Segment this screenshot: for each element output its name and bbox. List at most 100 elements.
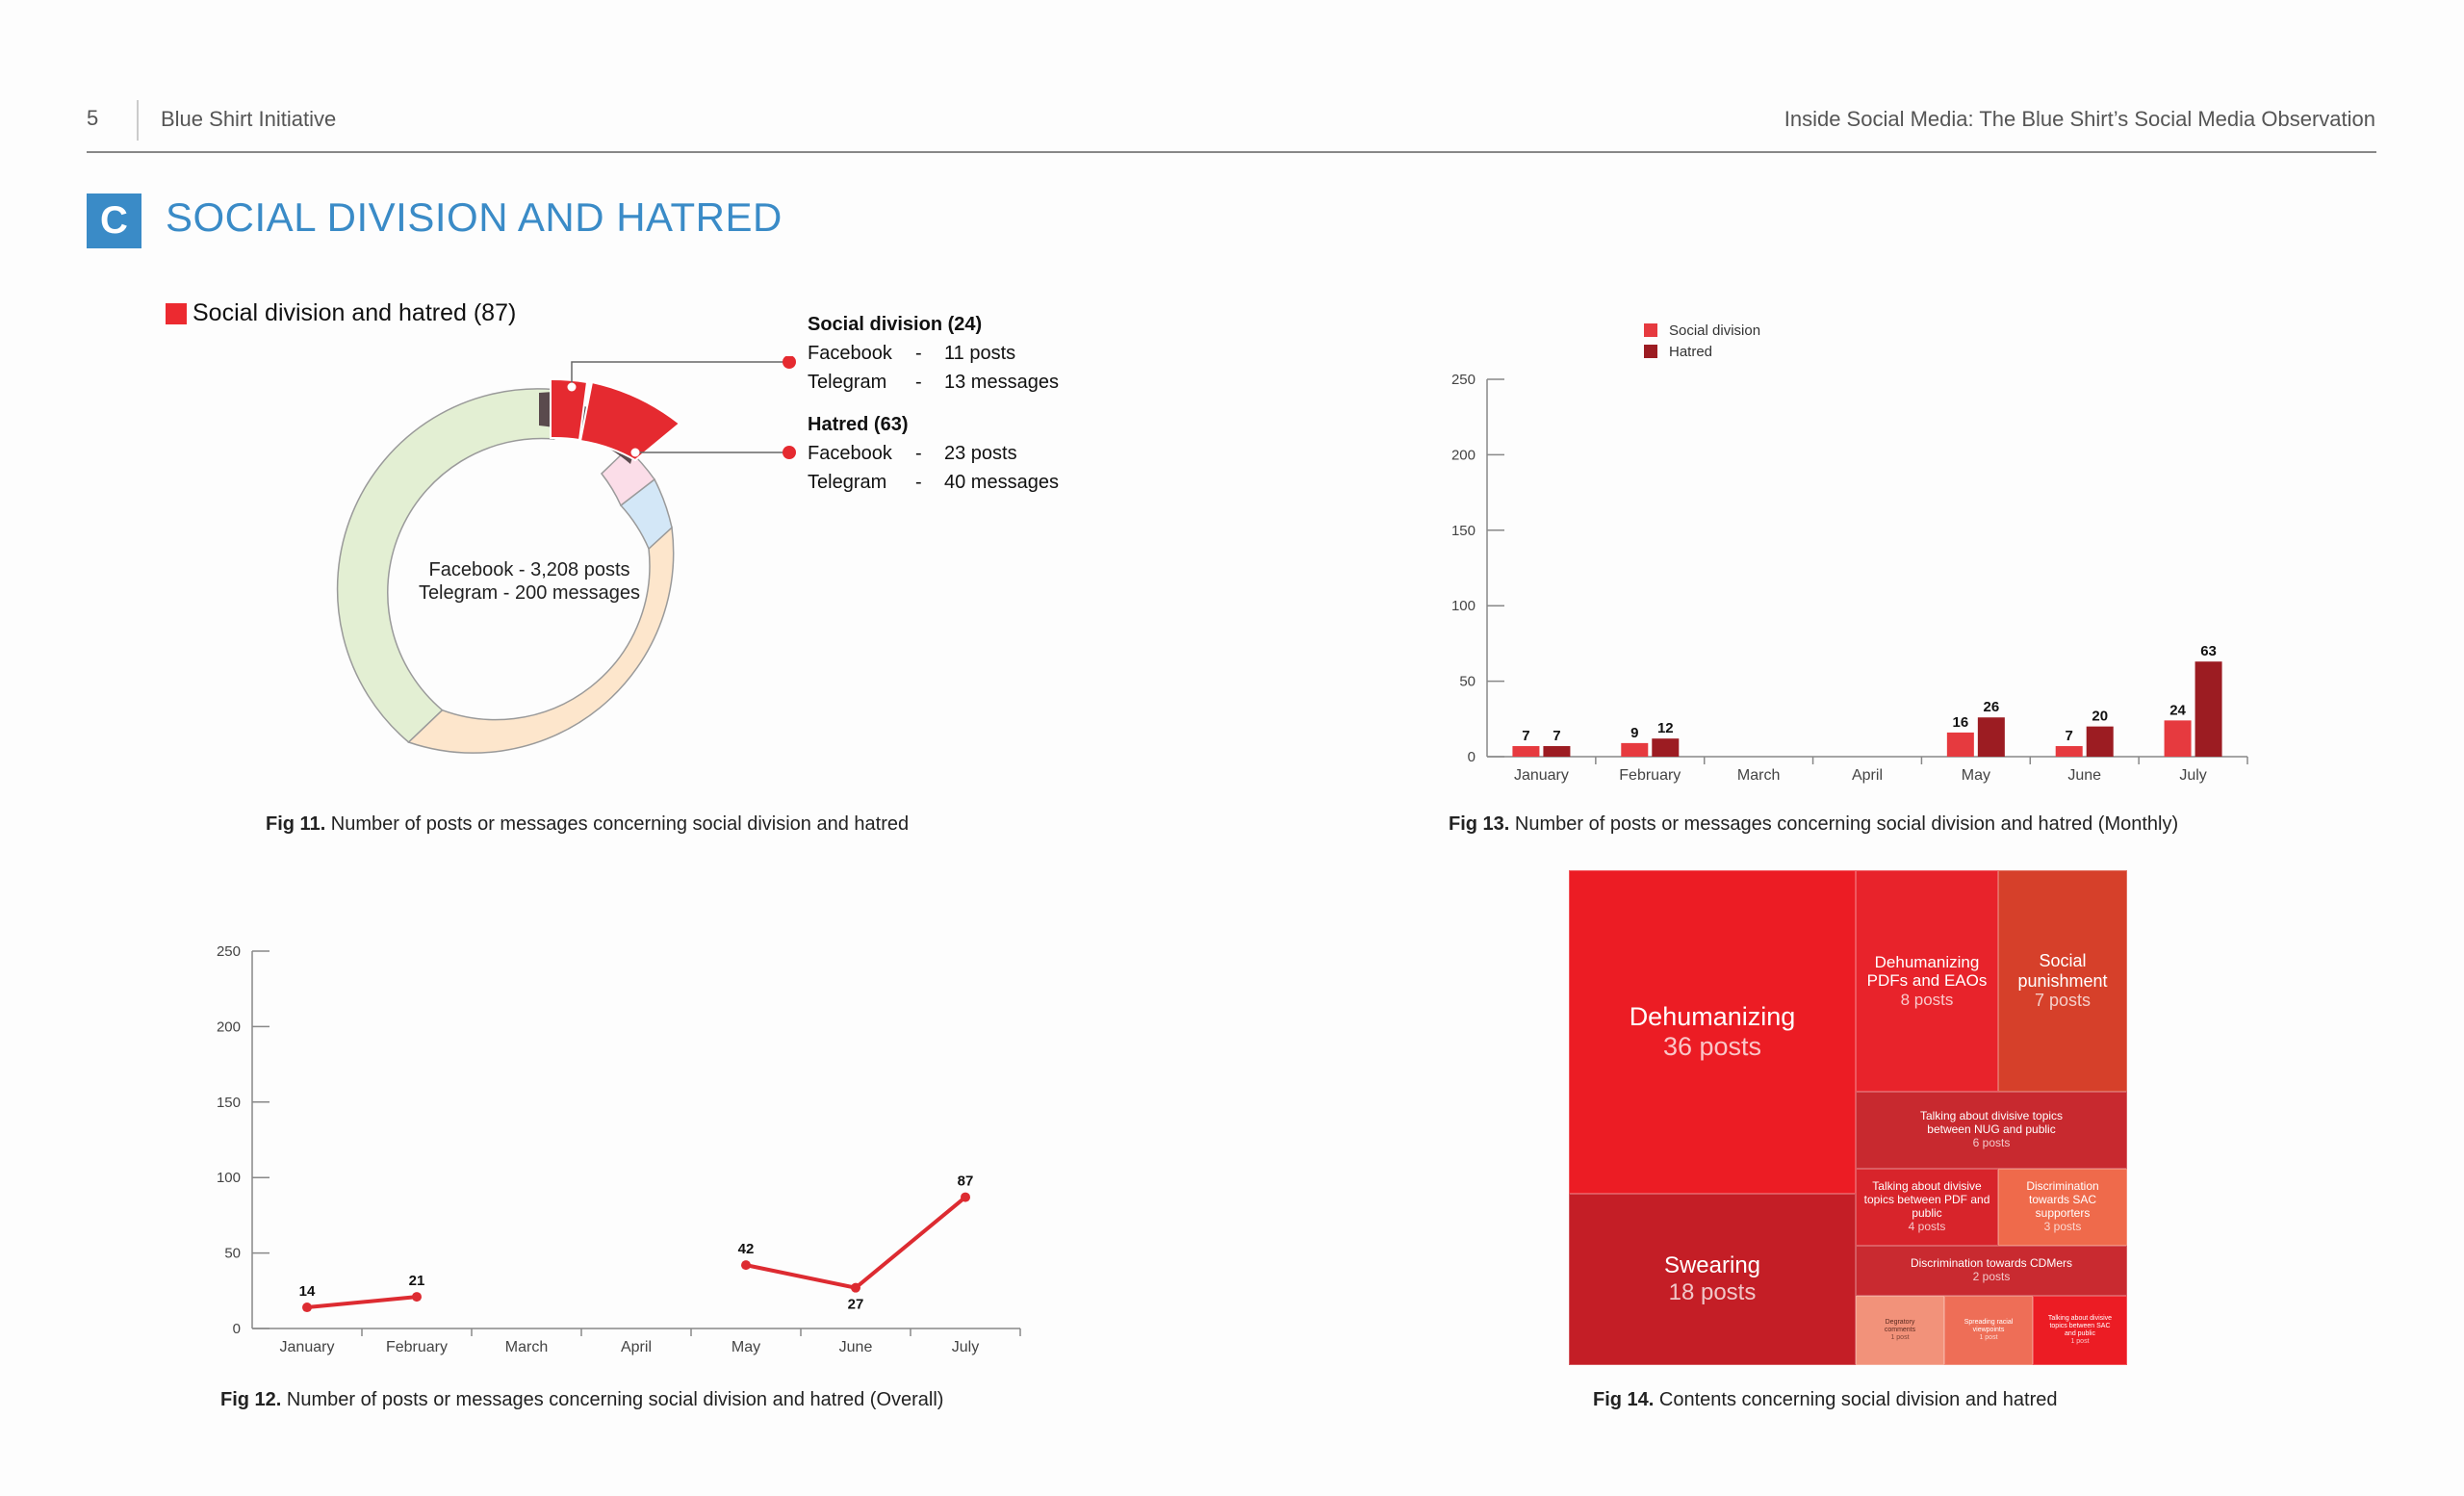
line-point [302, 1303, 312, 1313]
report-title: Inside Social Media: The Blue Shirt’s So… [1784, 107, 2375, 131]
line-point [851, 1282, 860, 1293]
fig13-caption-number: Fig 13. [1449, 813, 1510, 835]
fig11-legend-swatch [166, 303, 187, 324]
fig14-caption-number: Fig 14. [1593, 1389, 1655, 1410]
line-point [412, 1292, 422, 1303]
treemap-cell-7: Discrimination towards CDMers 2 posts [1856, 1246, 2127, 1296]
callout-dot-social-division-inner [567, 382, 577, 392]
callout-sd-r1-label: Facebook [808, 343, 892, 364]
treemap-value: 1 post [1890, 1334, 1910, 1342]
x-tick-label: February [1619, 767, 1681, 784]
page-number: 5 [87, 106, 99, 130]
bar-social-division [2164, 720, 2192, 757]
bar-social-division [1946, 732, 1974, 757]
bar-value-label: 24 [2169, 702, 2186, 718]
treemap-label: Degratory comments [1884, 1318, 1916, 1333]
callout-sd-r2-label: Telegram [808, 372, 887, 393]
fig14-caption: Fig 14. Contents concerning social divis… [1593, 1389, 2058, 1411]
treemap-cell-3: Social punishment 7 posts [1998, 870, 2127, 1092]
bar-value-label: 7 [1522, 728, 1529, 744]
fig14-treemap: Dehumanizing 36 posts Swearing 18 posts De… [1569, 870, 2127, 1365]
bar-value-label: 16 [1953, 714, 1969, 731]
x-tick-label: May [732, 1339, 760, 1355]
y-tick-label: 150 [217, 1095, 241, 1111]
bar-hatred [2194, 661, 2222, 757]
header-divider [87, 151, 2376, 153]
donut-segment-pink [600, 447, 656, 507]
y-tick-label: 100 [217, 1170, 241, 1186]
line-point [741, 1260, 751, 1271]
bar-hatred [1543, 746, 1571, 757]
bar-social-division [1621, 742, 1649, 757]
callout-h-r2-value: 40 messages [944, 472, 1059, 493]
x-tick-label: January [1514, 767, 1569, 784]
fig14-caption-text: Contents concerning social division and … [1654, 1389, 2058, 1410]
donut-segment-orange [407, 526, 675, 754]
fig11-callout-social-division: Social division (24) Facebook - 11 posts T… [808, 310, 1059, 397]
point-value-label: 87 [958, 1174, 974, 1190]
callout-h-r1-label: Facebook [808, 443, 892, 464]
point-value-label: 27 [848, 1297, 864, 1313]
callout-title-hatred: Hatred (63) [808, 414, 909, 435]
x-tick-label: May [1962, 767, 1990, 784]
callout-dot-social-division [783, 356, 796, 369]
x-tick-label: January [280, 1339, 335, 1355]
treemap-value: 8 posts [1900, 990, 1954, 1009]
donut-slice-social-division [550, 377, 589, 442]
treemap-value: 6 posts [1972, 1135, 2011, 1149]
fig12-caption: Fig 12. Number of posts or messages conc… [220, 1389, 943, 1411]
y-tick-label: 50 [224, 1246, 241, 1262]
section-letter: C [87, 193, 141, 248]
x-tick-label: April [621, 1339, 652, 1355]
callout-line-social-division [571, 361, 787, 387]
treemap-label: Dehumanizing PDFs and EAOs [1866, 952, 1988, 991]
bar-social-division [2055, 746, 2083, 757]
treemap-label: Talking about divisive topics between NU… [1919, 1109, 2064, 1137]
point-value-label: 14 [299, 1283, 316, 1300]
header-separator [137, 100, 139, 141]
bar-value-label: 9 [1630, 725, 1638, 741]
donut-segment-green [336, 388, 555, 744]
callout-h-r2-dash: - [915, 472, 922, 493]
x-tick-label: March [505, 1339, 548, 1355]
callout-title-social-division: Social division (24) [808, 314, 983, 335]
y-tick-label: 200 [217, 1019, 241, 1035]
callout-sd-r1-value: 11 posts [944, 343, 1016, 364]
fig13-bar-chart: Social division Hatred 0 50 100 150 200 250 Janu… [1451, 322, 2248, 784]
treemap-label: Dehumanizing [1629, 1001, 1796, 1031]
treemap-label: Talking about divisive topics between SA… [2047, 1314, 2113, 1337]
bar-social-division [1512, 746, 1540, 757]
fig11-caption-text: Number of posts or messages concerning s… [325, 813, 910, 835]
fig12-line-chart: 0 50 100 150 200 250 January February March April… [217, 943, 1021, 1355]
y-tick-label: 0 [233, 1321, 241, 1337]
treemap-value: 2 posts [1972, 1270, 2011, 1283]
bar-value-label: 7 [2066, 728, 2073, 744]
legend-label-social-division: Social division [1669, 322, 1760, 339]
fig11-center-text: Facebook - 3,208 posts Telegram - 200 me… [385, 558, 674, 605]
line-point [961, 1192, 970, 1202]
treemap-value: 3 posts [2043, 1219, 2082, 1233]
treemap-cell-6: Discrimination towards SAC supporters 3 p… [1998, 1169, 2127, 1246]
donut-slice-hatred [578, 380, 681, 462]
fig12-caption-number: Fig 12. [220, 1389, 282, 1410]
org-name: Blue Shirt Initiative [161, 107, 337, 131]
fig11-caption-number: Fig 11. [266, 813, 326, 835]
x-tick-label: February [386, 1339, 448, 1355]
bar-value-label: 12 [1657, 720, 1674, 736]
y-tick-label: 250 [1451, 372, 1476, 388]
y-tick-label: 250 [217, 943, 241, 960]
treemap-label: Talking about divisive topics between PD… [1863, 1179, 1990, 1220]
fig13-caption: Fig 13. Number of posts or messages conc… [1449, 813, 2178, 836]
legend-label-hatred: Hatred [1669, 344, 1712, 360]
treemap-label: Discrimination towards CDMers [1910, 1256, 2073, 1271]
y-tick-label: 100 [1451, 598, 1476, 614]
treemap-value: 7 posts [2034, 991, 2092, 1011]
point-value-label: 21 [409, 1273, 425, 1289]
line-series [306, 1295, 418, 1310]
callout-h-r2-label: Telegram [808, 472, 887, 493]
legend-swatch-hatred [1644, 345, 1657, 358]
fig11-donut-chart [336, 356, 796, 754]
callout-dot-hatred [783, 446, 796, 459]
fig11-callout-hatred: Hatred (63) Facebook - 23 posts Telegram - 4… [808, 410, 1059, 497]
bar-value-label: 26 [1984, 699, 2000, 715]
